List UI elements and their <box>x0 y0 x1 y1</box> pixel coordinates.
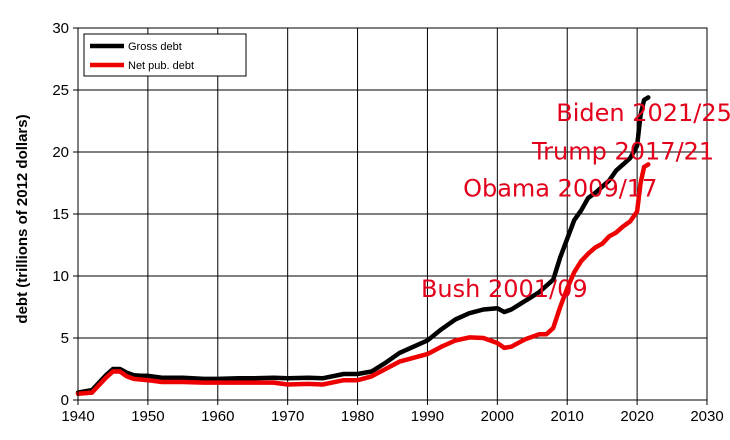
annotations: Biden 2021/25 Trump 2017/21 Obama 2009/17 B… <box>421 99 730 303</box>
legend-box <box>83 33 247 77</box>
x-tick-label: 1970 <box>271 408 304 425</box>
x-tick-label: 2020 <box>620 408 653 425</box>
y-tick-label: 20 <box>52 144 69 161</box>
y-tick-label: 30 <box>52 20 69 37</box>
x-tick-label: 2000 <box>481 408 514 425</box>
annotation-label: Trump 2017/21 <box>531 137 714 165</box>
y-axis-label: debt (trillions of 2012 dollars) <box>14 114 31 323</box>
x-tick-label: 1940 <box>61 408 94 425</box>
x-tick-label: 2030 <box>690 408 723 425</box>
axis-ticks: 1940 1950 1960 1970 1980 1990 2000 2010 2020 2030… <box>52 20 723 425</box>
x-tick-label: 1980 <box>341 408 374 425</box>
annotation-label: Bush 2001/09 <box>421 275 588 303</box>
y-tick-label: 15 <box>52 206 69 223</box>
legend-label: Net pub. debt <box>128 60 194 72</box>
grid-lines <box>77 27 708 401</box>
series-line-0 <box>75 95 651 395</box>
y-tick-label: 0 <box>61 392 69 409</box>
x-tick-label: 1960 <box>201 408 234 425</box>
y-tick-label: 25 <box>52 82 69 99</box>
series-line-1 <box>75 162 651 397</box>
x-tick-label: 1950 <box>131 408 164 425</box>
annotation-label: Biden 2021/25 <box>556 99 730 127</box>
annotation-label: Obama 2009/17 <box>463 175 657 203</box>
x-tick-label: 2010 <box>551 408 584 425</box>
y-tick-label: 5 <box>61 330 69 347</box>
legend: Gross debt Net pub. debt <box>83 33 247 77</box>
legend-label: Gross debt <box>128 41 182 53</box>
series-layer <box>75 95 651 397</box>
y-tick-label: 10 <box>52 268 69 285</box>
x-tick-label: 1990 <box>411 408 444 425</box>
